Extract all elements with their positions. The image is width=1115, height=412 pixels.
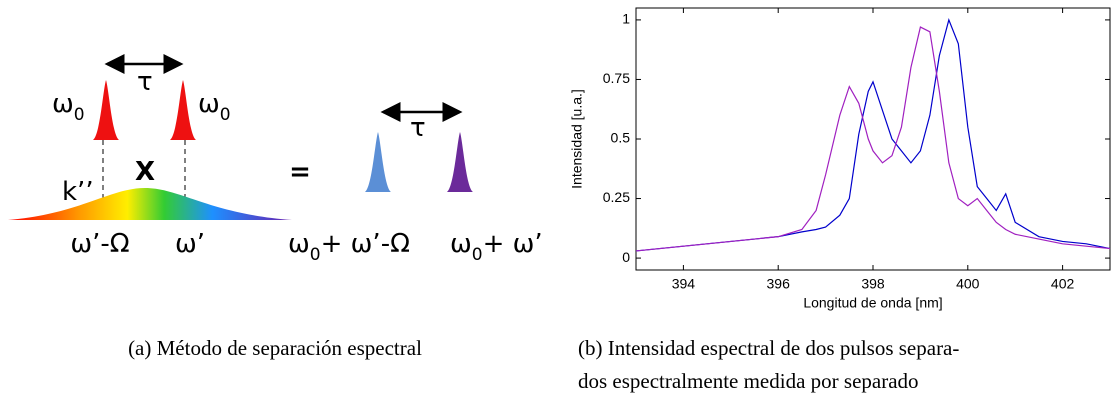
plot-frame [635, 7, 1111, 271]
label-after: + ω’ [483, 229, 543, 259]
caption: dos espectralmente medida por separado [578, 369, 919, 393]
y-tick-label: 1 [622, 11, 630, 27]
y-tick-label: 0.75 [603, 70, 630, 86]
label-sub: 0 [220, 105, 231, 125]
x-tick-label: 402 [1051, 276, 1075, 292]
y-tick-label: 0.25 [603, 189, 630, 205]
x-tick-label: 400 [956, 276, 980, 292]
y-tick-label: 0.5 [611, 130, 631, 146]
label-main: ω [288, 229, 310, 259]
label-sub: 0 [310, 245, 321, 265]
label-main: ω [450, 229, 472, 259]
caption: (a) Método de separación espectral [128, 336, 422, 360]
label-after: + ω’-Ω [321, 229, 410, 259]
label-sub: 0 [472, 245, 483, 265]
x-tick-label: 396 [767, 276, 791, 292]
y-tick-label: 0 [622, 249, 630, 265]
pulse [365, 132, 391, 192]
x-tick-label: 394 [672, 276, 696, 292]
label-sub: 0 [74, 105, 85, 125]
diagram: ω0 τ ω0 X k’’ ω’-Ω ω’ = τ ω0+ ω’-Ω ω0+ ω… [8, 54, 543, 265]
x-tick-label: 398 [861, 276, 885, 292]
series-line [635, 17, 1111, 252]
series-line [635, 26, 1111, 252]
x-axis-label: Longitud de onda [nm] [803, 295, 942, 311]
y-axis-label: Intensidad [u.a.] [569, 89, 585, 189]
label: = [289, 157, 311, 187]
label: ω0+ ω’-Ω [288, 229, 410, 265]
label-main: ω [198, 89, 220, 119]
pulse [170, 80, 196, 140]
label: ω0+ ω’ [450, 229, 543, 265]
label: τ [137, 67, 153, 97]
label: ω’-Ω [70, 229, 129, 259]
label: ω0 [198, 89, 231, 125]
chart: Longitud de onda [nm] Intensidad [u.a.] … [569, 7, 1111, 311]
label: τ [410, 113, 426, 143]
label: ω0 [52, 89, 85, 125]
label: k’’ [62, 177, 94, 207]
pulse [93, 80, 119, 140]
pulse [447, 132, 473, 192]
spectrum [8, 188, 292, 220]
label-main: ω [52, 89, 74, 119]
label: ω’ [175, 229, 205, 259]
caption: (b) Intensidad espectral de dos pulsos s… [578, 336, 959, 360]
label: X [135, 157, 155, 187]
